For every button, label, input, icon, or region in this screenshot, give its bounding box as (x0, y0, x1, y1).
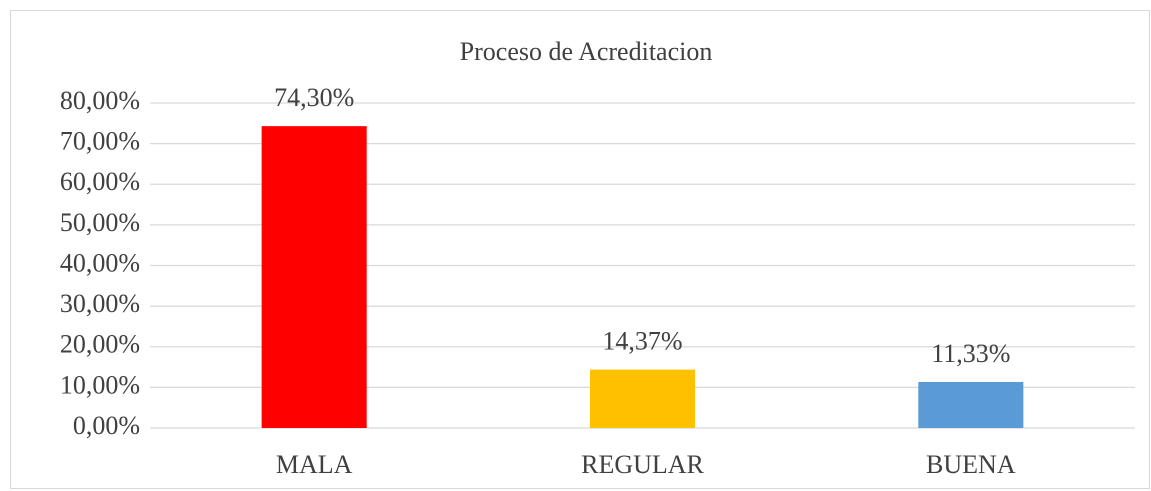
x-tick-label: REGULAR (581, 450, 704, 479)
chart-title: Proceso de Acreditacion (460, 37, 713, 66)
y-tick-label: 30,00% (60, 289, 140, 318)
x-tick-label: MALA (276, 450, 353, 479)
y-tick-label: 70,00% (60, 127, 140, 156)
data-label: 11,33% (931, 339, 1010, 368)
y-tick-label: 40,00% (60, 248, 140, 277)
bar (589, 369, 696, 428)
y-tick-label: 10,00% (60, 370, 140, 399)
y-tick-label: 50,00% (60, 208, 140, 237)
x-tick-label: BUENA (926, 450, 1016, 479)
bar (918, 381, 1024, 428)
y-tick-label: 0,00% (73, 411, 140, 440)
data-label: 74,30% (274, 83, 354, 112)
y-tick-label: 20,00% (60, 330, 140, 359)
y-tick-label: 60,00% (60, 167, 140, 196)
y-tick-label: 80,00% (60, 86, 140, 115)
bar (261, 126, 367, 428)
data-label: 14,37% (602, 327, 682, 356)
